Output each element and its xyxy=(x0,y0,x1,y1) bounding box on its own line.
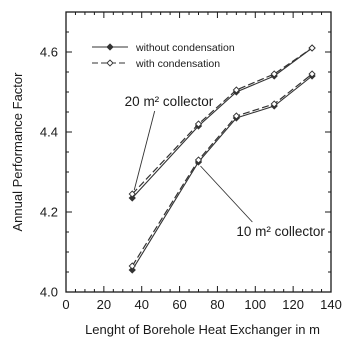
legend-label: without condensation xyxy=(135,42,235,54)
data-point xyxy=(128,190,136,198)
data-point xyxy=(232,86,240,94)
x-tick-label: 80 xyxy=(210,297,224,312)
data-point xyxy=(232,112,240,120)
data-point xyxy=(308,44,316,52)
series-line-dashed xyxy=(131,47,313,195)
data-point xyxy=(194,156,203,164)
x-tick-label: 40 xyxy=(134,297,148,312)
series-3 xyxy=(128,70,316,270)
y-axis-title: Annual Performance Factor xyxy=(10,72,25,232)
y-tick-label: 4.6 xyxy=(40,45,58,60)
data-point xyxy=(128,262,136,270)
annotation-leader-line xyxy=(200,165,253,223)
x-tick-label: 100 xyxy=(244,297,266,312)
annotation-label: 10 m² collector xyxy=(236,224,325,239)
series-1 xyxy=(128,44,316,198)
data-point xyxy=(270,70,278,78)
annotations-layer: 20 m² collector 10 m² collector xyxy=(125,94,326,239)
legend-marker xyxy=(106,59,114,67)
series-layer xyxy=(128,44,316,274)
ticks-layer: 0 20 40 60 80 100 120 140 4.0 4.2 4.4 4.6 xyxy=(40,11,342,312)
plot-frame xyxy=(65,11,332,293)
data-point xyxy=(128,266,136,274)
x-tick-label: 60 xyxy=(172,297,186,312)
y-tick-label: 4.4 xyxy=(40,125,58,140)
data-point xyxy=(128,194,136,202)
data-point xyxy=(270,100,278,108)
x-axis-title: Lenght of Borehole Heat Exchanger in m xyxy=(85,322,320,337)
legend: without condensation with condensation xyxy=(92,42,235,70)
legend-marker xyxy=(106,43,114,51)
legend-label: with condensation xyxy=(135,58,220,70)
x-tick-label: 0 xyxy=(62,297,69,312)
data-point xyxy=(308,70,316,78)
x-tick-label: 20 xyxy=(97,297,111,312)
x-tick-label: 140 xyxy=(320,297,342,312)
data-point xyxy=(194,120,203,128)
annotation-label: 20 m² collector xyxy=(125,94,214,109)
y-tick-label: 4.2 xyxy=(40,205,58,220)
annotation-leader-line xyxy=(133,110,156,191)
x-tick-label: 120 xyxy=(282,297,304,312)
y-tick-label: 4.0 xyxy=(40,285,58,300)
series-line-solid xyxy=(131,47,313,199)
